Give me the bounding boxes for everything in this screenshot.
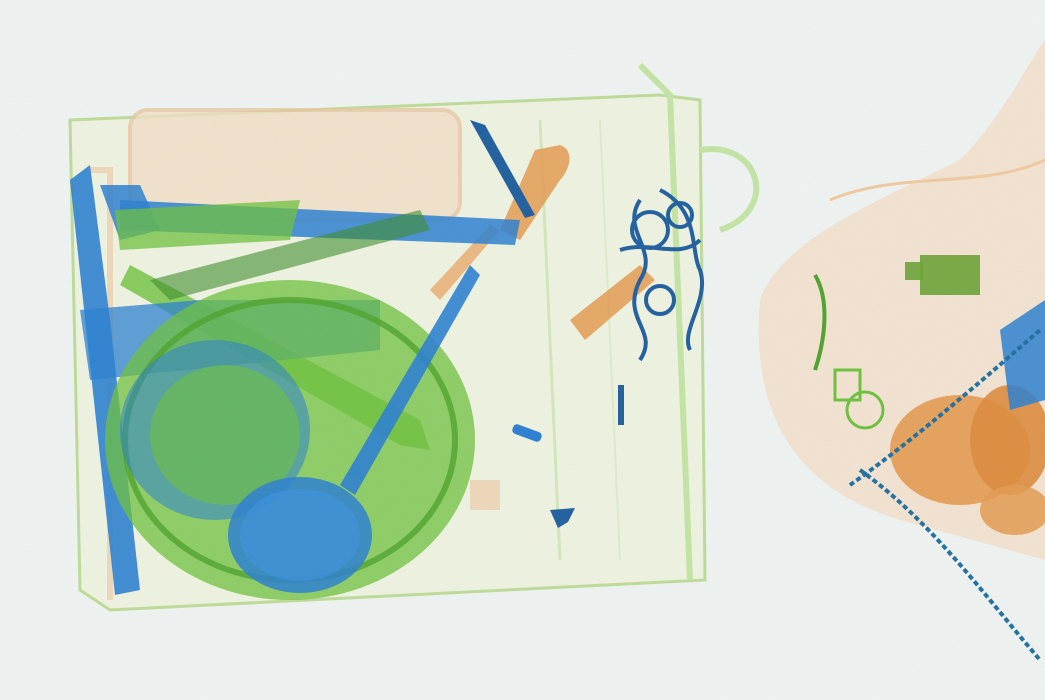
xray-scan-image [0, 0, 1045, 700]
scan-grain-overlay [0, 0, 1045, 700]
